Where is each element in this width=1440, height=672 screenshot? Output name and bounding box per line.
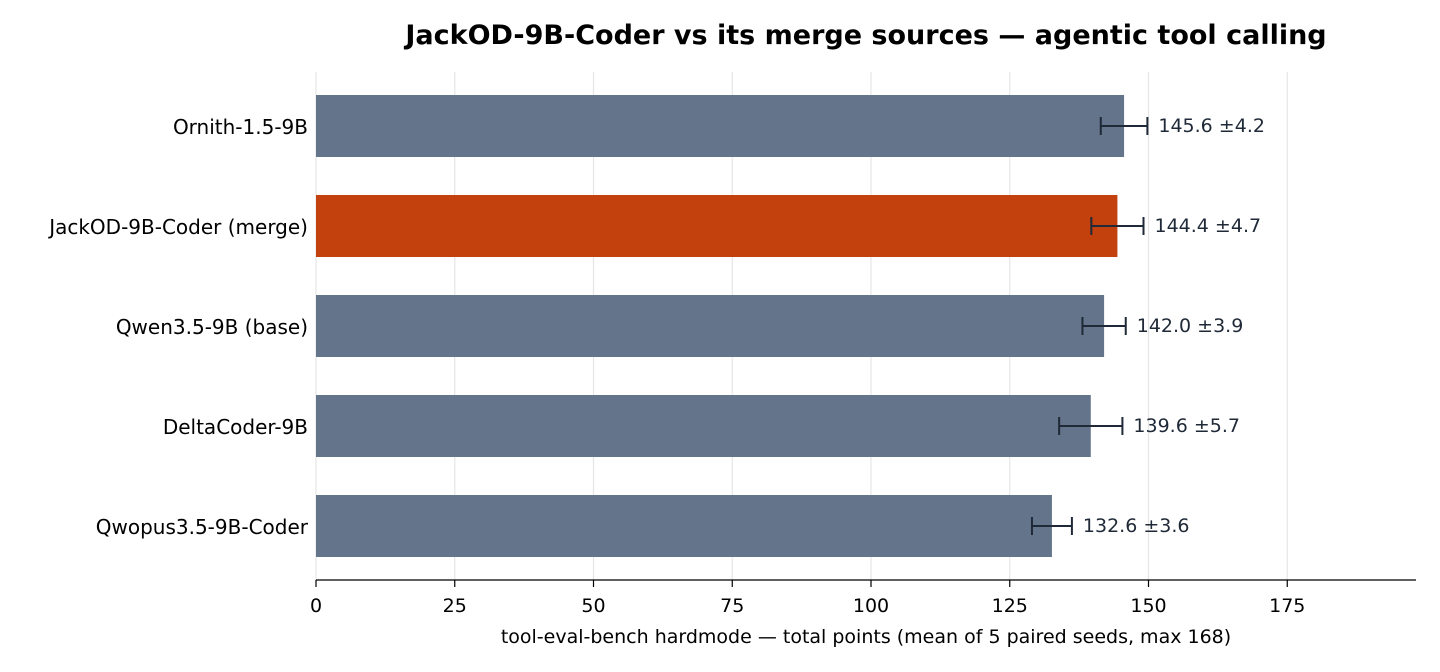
x-tick-label: 150 — [1130, 595, 1166, 617]
x-tick-label: 100 — [853, 595, 889, 617]
bar — [316, 495, 1052, 557]
category-label: JackOD-9B-Coder (merge) — [47, 215, 308, 239]
x-tick-label: 75 — [720, 595, 744, 617]
error-bar — [1030, 517, 1073, 535]
value-label: 142.0 ±3.9 — [1137, 315, 1244, 337]
x-tick-label: 125 — [992, 595, 1028, 617]
error-bar — [1081, 317, 1127, 335]
category-label: Ornith-1.5-9B — [173, 115, 308, 139]
error-bar — [1099, 117, 1149, 135]
x-tick-label: 175 — [1269, 595, 1305, 617]
bars — [316, 95, 1125, 557]
bar — [316, 395, 1091, 457]
value-label: 139.6 ±5.7 — [1133, 415, 1240, 437]
bar — [316, 195, 1118, 257]
value-label: 145.6 ±4.2 — [1158, 115, 1265, 137]
x-tick-label: 0 — [310, 595, 322, 617]
value-label: 132.6 ±3.6 — [1083, 515, 1190, 537]
category-label: Qwopus3.5-9B-Coder — [96, 515, 309, 539]
category-label: Qwen3.5-9B (base) — [116, 315, 308, 339]
value-label: 144.4 ±4.7 — [1155, 215, 1262, 237]
bar — [316, 295, 1105, 357]
error-bar — [1058, 417, 1124, 435]
category-label: DeltaCoder-9B — [163, 415, 308, 439]
chart-title: JackOD-9B-Coder vs its merge sources — a… — [403, 20, 1326, 51]
bar — [316, 95, 1125, 157]
error-bars — [1030, 117, 1149, 535]
x-axis-label: tool-eval-bench hardmode — total points … — [501, 626, 1231, 648]
x-tick-label: 50 — [581, 595, 605, 617]
value-labels: 145.6 ±4.2 144.4 ±4.7 142.0 ±3.9 139.6 ±5.7… — [1083, 115, 1265, 537]
x-axis-ticks: 0 25 50 75 100 125 150 175 — [310, 580, 1305, 617]
y-category-labels: Ornith-1.5-9B JackOD-9B-Coder (merge) Qwen… — [47, 115, 309, 539]
x-tick-label: 25 — [443, 595, 467, 617]
error-bar — [1090, 217, 1145, 235]
